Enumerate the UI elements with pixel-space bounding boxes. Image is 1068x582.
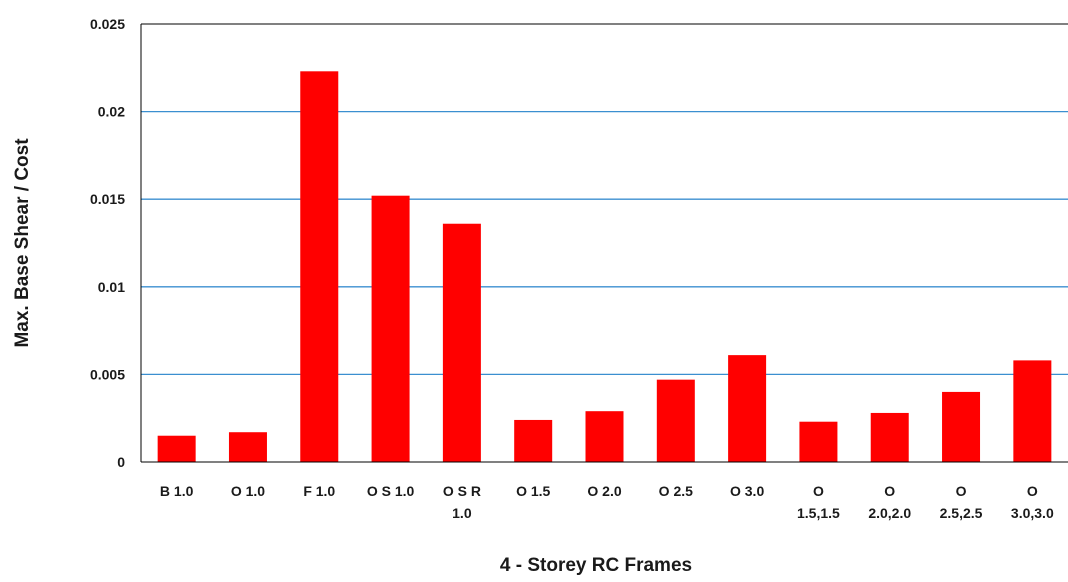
bars [157,71,1052,463]
bar-f-1-0 [300,71,339,462]
x-tick-labels: B 1.0 O 1.0 F 1.0 O S 1.0 O S R 1.0 O 1.5 O 2.0… [160,483,1054,521]
y-tick-label: 0.005 [90,366,125,382]
y-tick-label: 0 [117,454,125,470]
bar-o-1-0 [228,432,267,462]
y-tick-label: 0.01 [98,279,125,295]
x-tick-label: O 2.5 [659,483,693,499]
x-tick-label: O 1.5,1.5 [797,483,840,521]
y-tick-labels: 0 0.005 0.01 0.015 0.02 0.025 [90,16,125,470]
x-tick-label: O 2.5,2.5 [940,483,983,521]
bar-o-2-0 [585,411,624,462]
gridlines [141,110,1068,376]
x-axis-title: 4 - Storey RC Frames [500,555,692,576]
bar-o-2-5 [656,379,695,462]
x-tick-label: O 1.5 [516,483,550,499]
axes [140,23,1068,463]
x-tick-label: F 1.0 [303,483,335,499]
y-tick-label: 0.025 [90,16,125,32]
y-tick-label: 0.015 [90,191,125,207]
x-tick-label: O 2.0 [587,483,621,499]
bar-o-1-5 [514,419,553,462]
y-axis-title: Max. Base Shear / Cost [12,138,33,348]
x-tick-label: O 3.0,3.0 [1011,483,1054,521]
x-tick-label: B 1.0 [160,483,194,499]
x-tick-label: O 3.0 [730,483,764,499]
bar-o-2-5-2-5 [942,391,981,462]
bar-o-2-0-2-0 [870,412,909,462]
bar-o-1-5-1-5 [799,421,838,462]
bar-o-s-1-0 [371,195,410,463]
bar-o-s-r-1-0 [442,223,481,462]
bar-o-3-0-3-0 [1013,360,1052,462]
bar-o-3-0 [728,355,767,462]
x-tick-label: O S R 1.0 [443,483,481,521]
bar-b-1-0 [157,435,196,462]
x-tick-label: O 2.0,2.0 [868,483,911,521]
x-tick-label: O S 1.0 [367,483,415,499]
y-tick-label: 0.02 [98,104,125,120]
x-tick-label: O 1.0 [231,483,265,499]
